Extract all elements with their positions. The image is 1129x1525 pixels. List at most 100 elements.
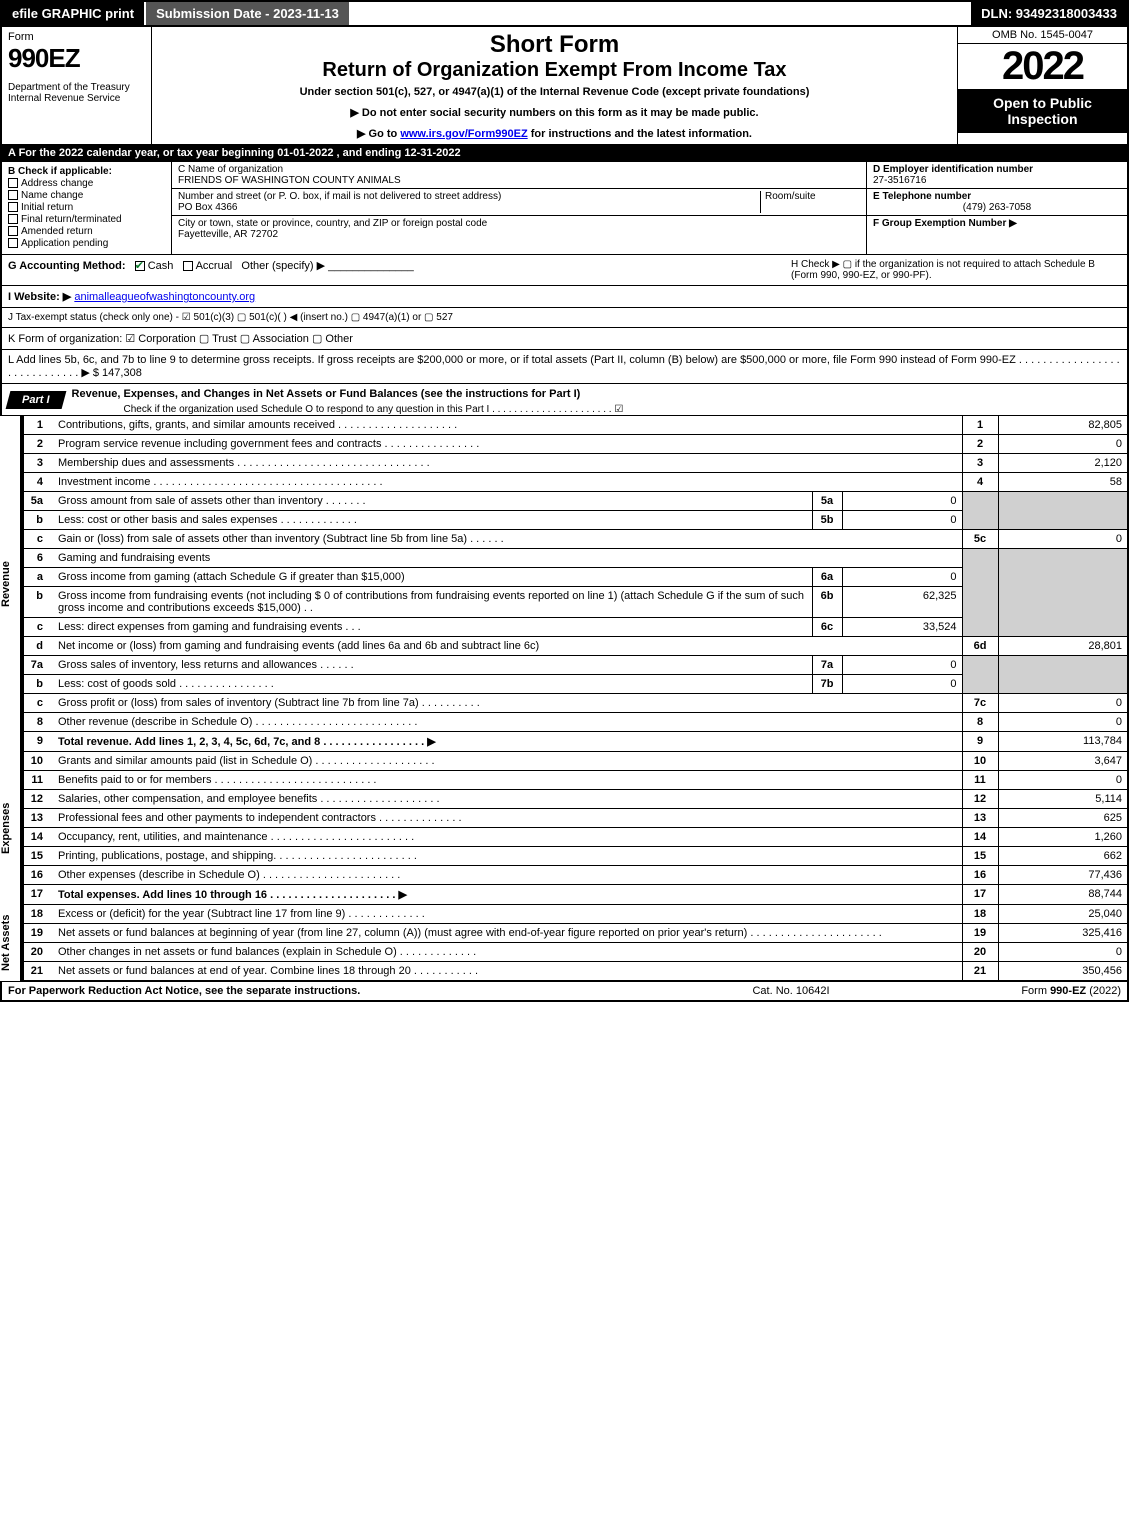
netassets-table: 18Excess or (deficit) for the year (Subt…	[22, 905, 1129, 981]
goto-post: for instructions and the latest informat…	[528, 128, 752, 140]
line-1: 1Contributions, gifts, grants, and simil…	[23, 416, 1128, 435]
row-k-form-org: K Form of organization: ☑ Corporation ▢ …	[0, 328, 1129, 350]
row-a-period: A For the 2022 calendar year, or tax yea…	[0, 145, 1129, 162]
line-19: 19Net assets or fund balances at beginni…	[23, 924, 1128, 943]
revenue-section: Revenue 1Contributions, gifts, grants, a…	[0, 416, 1129, 752]
c-city-value: Fayetteville, AR 72702	[178, 229, 860, 240]
dln-label: DLN: 93492318003433	[971, 2, 1127, 25]
efile-print-button[interactable]: efile GRAPHIC print	[2, 2, 146, 25]
line-2: 2Program service revenue including gover…	[23, 435, 1128, 454]
line-7c: cGross profit or (loss) from sales of in…	[23, 694, 1128, 713]
c-street-label: Number and street (or P. O. box, if mail…	[178, 191, 760, 202]
d-ein-label: D Employer identification number	[873, 164, 1033, 175]
f-group-label: F Group Exemption Number ▶	[873, 218, 1017, 229]
chk-accrual[interactable]	[183, 261, 193, 271]
line-5a: 5aGross amount from sale of assets other…	[23, 492, 1128, 511]
col-c-org-info: C Name of organization FRIENDS OF WASHIN…	[172, 162, 867, 254]
d-ein-value: 27-3516716	[873, 175, 926, 186]
expenses-sidelabel: Expenses	[0, 752, 22, 905]
l-amount: 147,308	[102, 367, 142, 379]
h-schedule-b: H Check ▶ ▢ if the organization is not r…	[791, 259, 1121, 281]
c-room-label: Room/suite	[760, 191, 860, 213]
chk-address-change[interactable]: Address change	[8, 178, 165, 189]
line-8: 8Other revenue (describe in Schedule O) …	[23, 713, 1128, 732]
c-name-label: C Name of organization	[178, 164, 860, 175]
top-bar: efile GRAPHIC print Submission Date - 20…	[0, 0, 1129, 27]
irs-link[interactable]: www.irs.gov/Form990EZ	[400, 128, 527, 140]
c-street-value: PO Box 4366	[178, 202, 760, 213]
goto-pre: ▶ Go to	[357, 128, 400, 140]
line-14: 14Occupancy, rent, utilities, and mainte…	[23, 828, 1128, 847]
line-17: 17Total expenses. Add lines 10 through 1…	[23, 885, 1128, 905]
line-6d: dNet income or (loss) from gaming and fu…	[23, 637, 1128, 656]
d-ein-cell: D Employer identification number 27-3516…	[867, 162, 1127, 189]
part1-header: Part I Revenue, Expenses, and Changes in…	[0, 384, 1129, 416]
c-city-label: City or town, state or province, country…	[178, 218, 860, 229]
header-middle: Short Form Return of Organization Exempt…	[152, 27, 957, 144]
line-21: 21Net assets or fund balances at end of …	[23, 962, 1128, 981]
header-right: OMB No. 1545-0047 2022 Open to Public In…	[957, 27, 1127, 144]
f-group-cell: F Group Exemption Number ▶	[867, 216, 1127, 231]
g-accounting: G Accounting Method: Cash Accrual Other …	[8, 259, 791, 281]
omb-number: OMB No. 1545-0047	[958, 27, 1127, 44]
i-label: I Website: ▶	[8, 291, 71, 303]
line-7a: 7aGross sales of inventory, less returns…	[23, 656, 1128, 675]
footer-paperwork: For Paperwork Reduction Act Notice, see …	[8, 985, 661, 997]
title-return: Return of Organization Exempt From Incom…	[160, 59, 949, 82]
department-label: Department of the Treasury Internal Reve…	[8, 82, 145, 104]
c-street-cell: Number and street (or P. O. box, if mail…	[172, 189, 866, 216]
line-11: 11Benefits paid to or for members . . . …	[23, 771, 1128, 790]
line-10: 10Grants and similar amounts paid (list …	[23, 752, 1128, 771]
chk-application-pending[interactable]: Application pending	[8, 238, 165, 249]
footer-catno: Cat. No. 10642I	[661, 985, 921, 997]
e-phone-cell: E Telephone number (479) 263-7058	[867, 189, 1127, 216]
c-name-value: FRIENDS OF WASHINGTON COUNTY ANIMALS	[178, 175, 860, 186]
line-4: 4Investment income . . . . . . . . . . .…	[23, 473, 1128, 492]
row-i-website: I Website: ▶ animalleagueofwashingtoncou…	[0, 286, 1129, 308]
title-short-form: Short Form	[160, 31, 949, 59]
row-l-gross-receipts: L Add lines 5b, 6c, and 7b to line 9 to …	[0, 350, 1129, 384]
b-label: B Check if applicable:	[8, 166, 165, 177]
goto-note: ▶ Go to www.irs.gov/Form990EZ for instru…	[160, 127, 949, 140]
revenue-table: 1Contributions, gifts, grants, and simil…	[22, 416, 1129, 752]
line-20: 20Other changes in net assets or fund ba…	[23, 943, 1128, 962]
chk-cash[interactable]	[135, 261, 145, 271]
row-g-h: G Accounting Method: Cash Accrual Other …	[0, 255, 1129, 286]
e-phone-value: (479) 263-7058	[873, 202, 1121, 213]
form-number: 990EZ	[8, 43, 145, 74]
form-label: Form	[8, 31, 145, 43]
website-link[interactable]: animalleagueofwashingtoncounty.org	[74, 291, 255, 303]
line-16: 16Other expenses (describe in Schedule O…	[23, 866, 1128, 885]
line-9: 9Total revenue. Add lines 1, 2, 3, 4, 5c…	[23, 732, 1128, 752]
submission-date-button[interactable]: Submission Date - 2023-11-13	[146, 2, 351, 25]
part1-title: Revenue, Expenses, and Changes in Net As…	[64, 384, 1127, 404]
l-text: L Add lines 5b, 6c, and 7b to line 9 to …	[8, 354, 1120, 379]
expenses-table: 10Grants and similar amounts paid (list …	[22, 752, 1129, 905]
netassets-section: Net Assets 18Excess or (deficit) for the…	[0, 905, 1129, 981]
topbar-spacer	[351, 2, 971, 25]
footer-formref: Form 990-EZ (2022)	[921, 985, 1121, 997]
form-header: Form 990EZ Department of the Treasury In…	[0, 27, 1129, 145]
chk-initial-return[interactable]: Initial return	[8, 202, 165, 213]
chk-name-change[interactable]: Name change	[8, 190, 165, 201]
part1-note: Check if the organization used Schedule …	[64, 404, 1127, 415]
col-b-checkboxes: B Check if applicable: Address change Na…	[2, 162, 172, 254]
c-city-cell: City or town, state or province, country…	[172, 216, 866, 242]
line-13: 13Professional fees and other payments t…	[23, 809, 1128, 828]
line-15: 15Printing, publications, postage, and s…	[23, 847, 1128, 866]
line-3: 3Membership dues and assessments . . . .…	[23, 454, 1128, 473]
tax-year: 2022	[958, 44, 1127, 89]
subtitle: Under section 501(c), 527, or 4947(a)(1)…	[160, 86, 949, 98]
open-to-public: Open to Public Inspection	[958, 89, 1127, 133]
ssn-warning: ▶ Do not enter social security numbers o…	[160, 106, 949, 119]
col-d-e-f: D Employer identification number 27-3516…	[867, 162, 1127, 254]
chk-amended-return[interactable]: Amended return	[8, 226, 165, 237]
part1-tab: Part I	[6, 391, 66, 409]
e-phone-label: E Telephone number	[873, 191, 971, 202]
revenue-sidelabel: Revenue	[0, 416, 22, 752]
line-12: 12Salaries, other compensation, and empl…	[23, 790, 1128, 809]
expenses-section: Expenses 10Grants and similar amounts pa…	[0, 752, 1129, 905]
c-name-cell: C Name of organization FRIENDS OF WASHIN…	[172, 162, 866, 189]
chk-final-return[interactable]: Final return/terminated	[8, 214, 165, 225]
line-5c: cGain or (loss) from sale of assets othe…	[23, 530, 1128, 549]
